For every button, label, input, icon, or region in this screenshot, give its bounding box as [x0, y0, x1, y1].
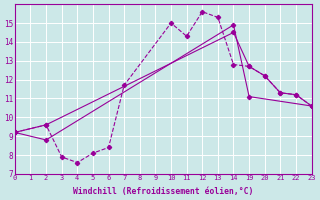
X-axis label: Windchill (Refroidissement éolien,°C): Windchill (Refroidissement éolien,°C)	[73, 187, 253, 196]
